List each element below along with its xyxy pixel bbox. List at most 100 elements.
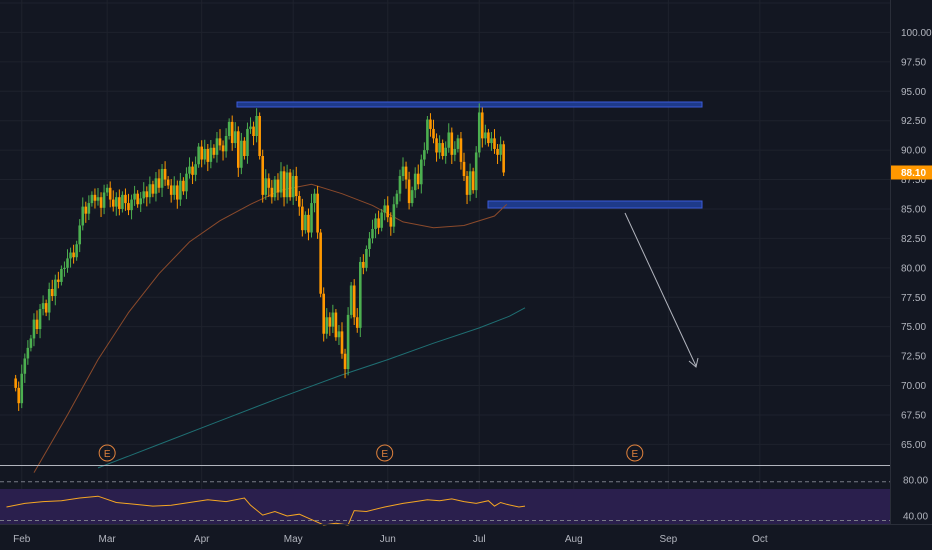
candle-body: [343, 353, 347, 370]
candle: [481, 107, 484, 148]
candle-body: [340, 331, 344, 354]
rsi-panel: [0, 481, 890, 526]
candle: [172, 176, 176, 200]
candle: [212, 144, 216, 159]
candle: [496, 144, 499, 165]
moving-average-long: [97, 307, 526, 469]
candle: [157, 169, 161, 193]
candle-body: [294, 176, 298, 197]
candle: [44, 299, 48, 317]
candle-body: [90, 194, 94, 204]
earnings-marker[interactable]: E: [626, 444, 644, 462]
earnings-marker[interactable]: E: [376, 444, 394, 462]
candle: [102, 184, 106, 215]
candle: [63, 261, 66, 277]
candle-body: [258, 115, 261, 157]
candle-body: [133, 193, 136, 200]
candle-body: [237, 131, 240, 168]
candle-body: [465, 176, 469, 195]
candle: [209, 140, 213, 169]
candle-body: [450, 132, 454, 155]
candle: [90, 191, 94, 207]
candle: [334, 309, 338, 341]
candle-body: [453, 148, 457, 155]
candle: [50, 279, 54, 302]
candle-body: [87, 203, 91, 214]
candle: [237, 126, 240, 177]
candle: [14, 374, 17, 392]
earnings-marker[interactable]: E: [98, 444, 116, 462]
candle: [502, 140, 505, 177]
candle-body: [212, 147, 216, 155]
candle-body: [124, 194, 127, 204]
candle: [121, 191, 124, 213]
resistance-zone[interactable]: [236, 101, 703, 108]
candle: [441, 139, 444, 160]
candle: [304, 211, 307, 234]
candle: [255, 108, 258, 143]
candle-body: [179, 180, 182, 200]
candle-body: [389, 217, 393, 227]
earnings-marker-label: E: [104, 449, 111, 460]
candle-body: [447, 132, 451, 148]
price-axis-label: 67.50: [901, 410, 926, 421]
candle-body: [118, 197, 121, 209]
candle-body: [38, 309, 42, 330]
candle-body: [474, 152, 478, 191]
candle: [484, 124, 487, 145]
projection-arrow[interactable]: [624, 212, 699, 368]
candle-body: [227, 121, 231, 137]
candle-body: [233, 131, 237, 144]
candle: [380, 208, 383, 232]
candle-body: [78, 225, 81, 245]
candle: [413, 167, 417, 198]
candle-body: [221, 145, 225, 152]
price-axis-label: 95.00: [901, 87, 926, 98]
candle-body: [151, 184, 155, 194]
candle-body: [26, 347, 30, 359]
candle-body: [185, 173, 188, 192]
candle-body: [496, 148, 499, 155]
earnings-marker-circle: [376, 444, 394, 462]
candle-body: [75, 244, 78, 258]
candle: [294, 166, 298, 201]
candle-body: [377, 218, 380, 228]
candle-body: [270, 187, 274, 198]
candle-body: [365, 248, 368, 268]
candle: [105, 184, 109, 197]
candle-body: [57, 279, 60, 282]
candle-body: [383, 205, 386, 213]
candle-body: [392, 204, 396, 227]
candle-body: [264, 178, 268, 195]
price-axis-label: 70.00: [901, 381, 926, 392]
candle-body: [191, 166, 194, 175]
candle-body: [362, 261, 365, 268]
candle: [54, 274, 57, 306]
candle: [343, 348, 347, 379]
candle: [267, 173, 271, 197]
candle-body: [481, 112, 484, 139]
candle: [72, 244, 75, 264]
earnings-marker-label: E: [631, 449, 638, 460]
candle: [130, 194, 133, 220]
price-axis-label: 97.50: [901, 57, 926, 68]
candle-body: [298, 196, 301, 207]
candle: [383, 199, 386, 221]
candle: [499, 136, 502, 162]
candle-body: [224, 136, 228, 152]
candle: [133, 185, 136, 206]
candle-body: [172, 185, 176, 195]
support-zone[interactable]: [487, 200, 703, 209]
candle-body: [410, 190, 414, 204]
candle: [301, 198, 304, 237]
candle: [35, 310, 39, 334]
candle: [23, 353, 27, 383]
candle-body: [218, 138, 222, 146]
candle-body: [139, 198, 142, 205]
candle: [215, 131, 219, 163]
candle-body: [252, 126, 255, 137]
candle: [115, 192, 118, 216]
candle-body: [337, 331, 341, 338]
candle-body: [249, 126, 252, 129]
